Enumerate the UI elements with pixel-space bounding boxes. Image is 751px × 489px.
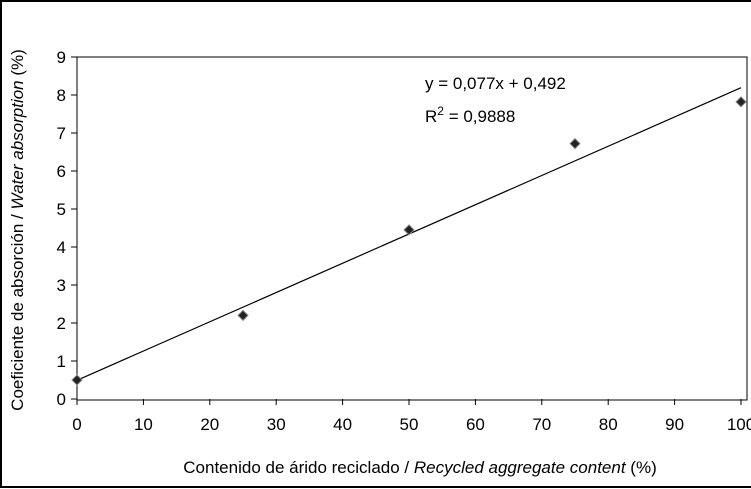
r-squared-label: R2 = 0,9888 — [425, 104, 515, 126]
data-point — [237, 309, 249, 322]
x-tick-label: 10 — [134, 415, 153, 434]
x-tick-label: 50 — [400, 415, 419, 434]
x-tick-label: 80 — [599, 415, 618, 434]
x-tick-label: 60 — [466, 415, 485, 434]
y-tick-label: 0 — [57, 390, 66, 409]
data-point — [403, 224, 415, 236]
plot-area-border — [76, 56, 748, 401]
x-axis-ticks: 0 10 20 30 40 50 60 70 80 90 100 — [72, 399, 751, 434]
y-tick-label: 4 — [57, 238, 66, 257]
y-tick-label: 6 — [57, 162, 66, 181]
data-point — [735, 96, 747, 108]
x-tick-label: 20 — [200, 415, 219, 434]
y-axis-ticks: 0 1 2 3 4 5 6 7 8 9 — [57, 48, 77, 409]
y-axis-title: Coeficiente de absorción / Water absorpt… — [8, 49, 27, 411]
x-tick-label: 70 — [532, 415, 551, 434]
x-tick-label: 40 — [333, 415, 352, 434]
x-tick-label: 90 — [665, 415, 684, 434]
y-tick-label: 7 — [57, 124, 66, 143]
trendline-equation: y = 0,077x + 0,492 — [425, 74, 566, 93]
y-tick-label: 3 — [57, 276, 66, 295]
y-tick-label: 5 — [57, 200, 66, 219]
x-tick-label: 30 — [267, 415, 286, 434]
y-tick-label: 9 — [57, 48, 66, 67]
data-points — [71, 96, 747, 386]
data-point — [569, 137, 581, 150]
x-axis-title: Contenido de árido reciclado / Recycled … — [183, 458, 656, 477]
data-point — [71, 374, 83, 386]
y-tick-label: 1 — [57, 352, 66, 371]
y-tick-label: 2 — [57, 314, 66, 333]
y-tick-label: 8 — [57, 86, 66, 105]
x-tick-label: 0 — [72, 415, 81, 434]
x-tick-label: 100 — [727, 415, 751, 434]
